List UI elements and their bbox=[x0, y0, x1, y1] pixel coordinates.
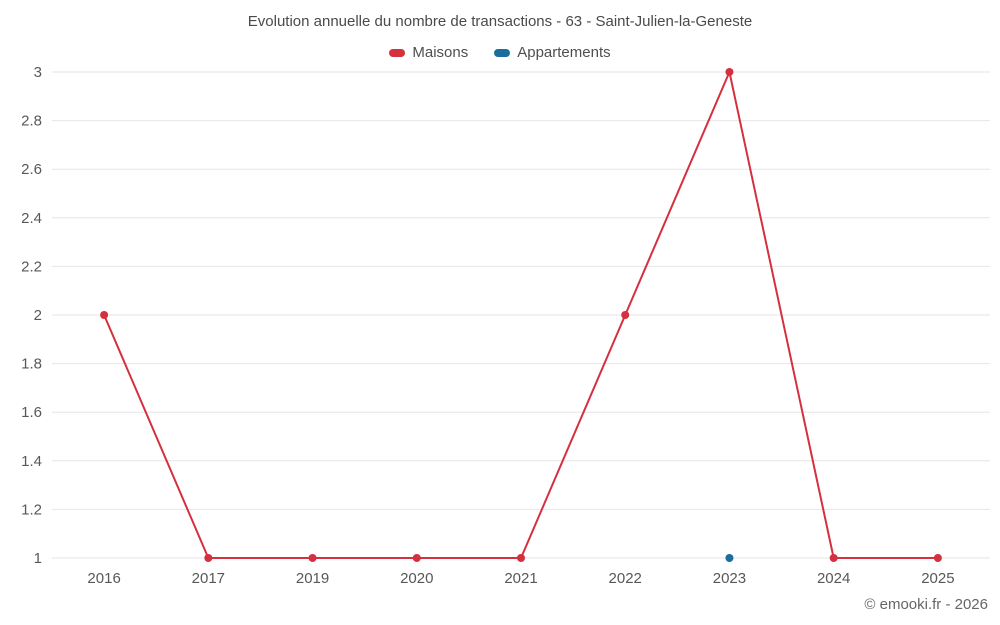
data-point-maisons bbox=[829, 554, 838, 562]
x-tick-label: 2019 bbox=[296, 570, 329, 587]
x-tick-label: 2023 bbox=[713, 570, 746, 587]
data-point-maisons bbox=[412, 554, 421, 562]
x-tick-label: 2022 bbox=[609, 570, 642, 587]
legend: Maisons Appartements bbox=[0, 44, 1000, 61]
legend-swatch-maisons bbox=[389, 48, 406, 57]
y-tick-label: 1.2 bbox=[21, 501, 42, 518]
chart-title: Evolution annuelle du nombre de transact… bbox=[247, 13, 753, 30]
data-point-appartements bbox=[725, 554, 734, 562]
y-tick-label: 1.4 bbox=[21, 453, 42, 470]
x-tick-label: 2017 bbox=[192, 570, 225, 587]
x-tick-label: 2016 bbox=[87, 570, 120, 587]
data-point-maisons bbox=[621, 311, 630, 319]
data-point-maisons bbox=[308, 554, 317, 562]
legend-swatch-appartements bbox=[494, 48, 511, 57]
legend-label-maisons: Maisons bbox=[412, 44, 469, 61]
legend-item-appartements[interactable]: Appartements bbox=[494, 44, 611, 61]
y-tick-label: 1.6 bbox=[21, 404, 42, 421]
y-tick-label: 2.4 bbox=[21, 210, 42, 227]
y-tick-label: 3 bbox=[34, 64, 42, 81]
y-tick-label: 1 bbox=[34, 550, 42, 567]
x-tick-label: 2020 bbox=[400, 570, 433, 587]
y-tick-label: 2.2 bbox=[21, 258, 42, 275]
y-tick-label: 1.8 bbox=[21, 356, 42, 373]
legend-item-maisons[interactable]: Maisons bbox=[389, 44, 468, 61]
x-tick-label: 2021 bbox=[504, 570, 537, 587]
data-point-maisons bbox=[933, 554, 942, 562]
y-tick-label: 2.8 bbox=[21, 113, 42, 130]
copyright: © emooki.fr - 2026 bbox=[864, 596, 988, 613]
x-tick-label: 2024 bbox=[817, 570, 850, 587]
data-point-maisons bbox=[204, 554, 213, 562]
y-tick-label: 2 bbox=[34, 307, 42, 324]
data-point-maisons bbox=[725, 68, 734, 76]
y-tick-label: 2.6 bbox=[21, 161, 42, 178]
x-tick-label: 2025 bbox=[921, 570, 954, 587]
data-point-maisons bbox=[100, 311, 109, 319]
legend-label-appartements: Appartements bbox=[517, 44, 611, 61]
data-point-maisons bbox=[517, 554, 525, 562]
